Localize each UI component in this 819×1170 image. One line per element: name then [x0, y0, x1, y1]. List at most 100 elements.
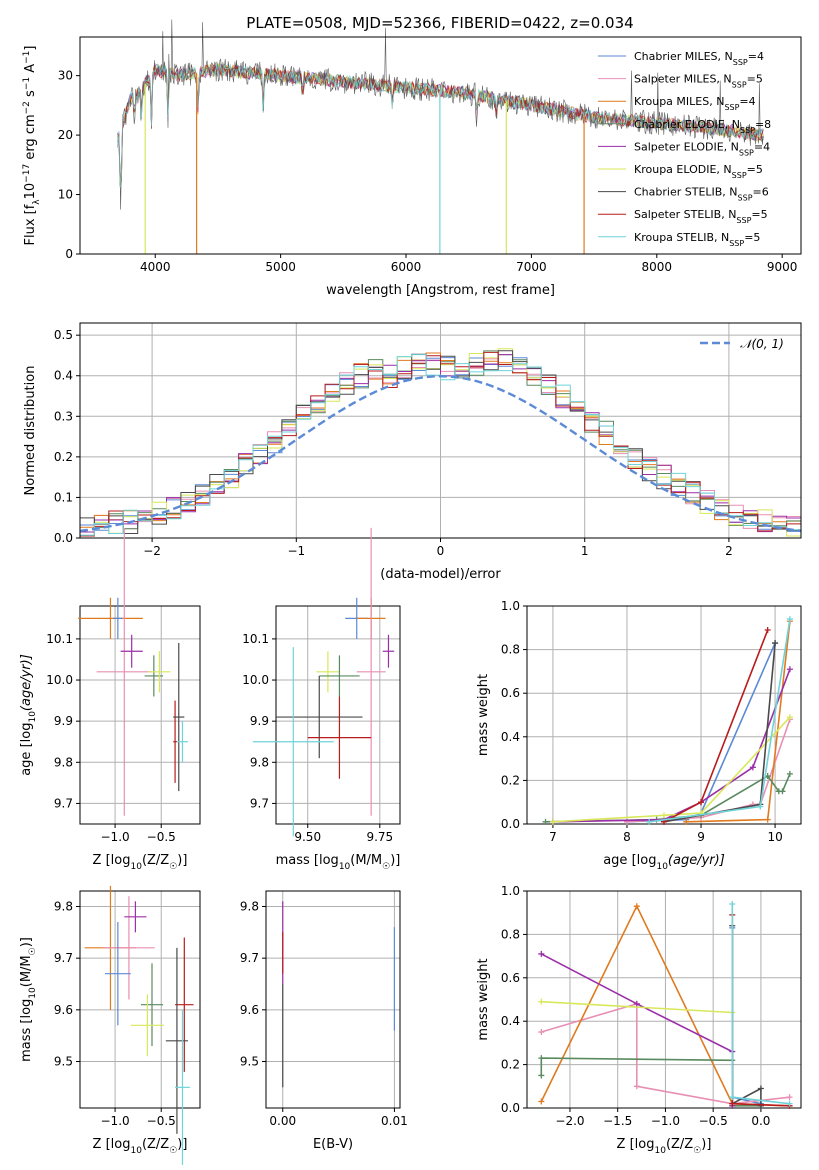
y-tick-label: 0.6: [501, 971, 520, 985]
x-tick-label: 0.0: [751, 1114, 770, 1128]
weight-marker-salpeter-elodie: [786, 666, 793, 673]
y-tick-label: 9.7: [54, 951, 73, 965]
plot-frame: [265, 890, 401, 1109]
weight-marker-chabrier-stelib: [757, 1102, 764, 1109]
weight-line-kroupa-elodie: [552, 716, 791, 823]
x-tick-label: −0.5: [147, 830, 176, 844]
legend-label-kroupa-elodie: Kroupa ELODIE, NSSP=5: [634, 163, 763, 180]
y-tick-label: 9.8: [54, 900, 73, 914]
y-tick-label: 0.1: [54, 490, 73, 504]
y-tick-label: 0.0: [54, 531, 73, 545]
residuals-panel: −2 −1 0 1 2 0.0 0.1 0.2 0.3 0.4 0.5 (data-model)/er…: [23, 322, 802, 582]
y-tick-label: 0.2: [54, 450, 73, 464]
y-tick-label: 0.8: [501, 643, 520, 657]
x-axis-label: E(B-V): [313, 1137, 353, 1152]
y-tick-label: 0.8: [501, 927, 520, 941]
y-axis-label: mass weight: [476, 674, 491, 756]
x-tick-label: −1: [287, 544, 305, 558]
y-tick-label: 0.0: [501, 817, 520, 831]
x-axis-label: wavelength [Angstrom, rest frame]: [326, 283, 555, 298]
weight-marker-kroupa-stelib: [786, 1100, 793, 1107]
weight-marker-kroupa-stelib: [729, 901, 736, 908]
weight-marker-chabrier-elodie: [786, 770, 793, 777]
weight-marker-chabrier-elodie: [779, 788, 786, 795]
mass-vs-z-panel: −1.0 −0.5 9.5 9.6 9.7 9.8 Z [log10(Z/Z☉)] mass …: [19, 885, 201, 1165]
x-axis-label: mass [log10(M/M☉)]: [276, 853, 401, 872]
legend-label-salpeter-miles: Salpeter MILES, NSSP=5: [634, 73, 763, 90]
plot-frame: [79, 605, 201, 825]
x-tick-label: 8: [623, 830, 631, 844]
legend-label-salpeter-elodie: Salpeter ELODIE, NSSP=4: [634, 140, 770, 157]
x-tick-label: 5000: [265, 260, 296, 274]
legend-label-chabrier-elodie: Chabrier ELODIE, NSSP=8: [634, 118, 771, 135]
y-tick-label: 20: [58, 128, 73, 142]
weight-marker-kroupa-stelib: [646, 818, 653, 825]
weight-marker-kroupa-miles: [683, 818, 690, 825]
panels-group: 4000 5000 6000 7000 8000 90000102030wavelengt…: [19, 19, 802, 1165]
x-tick-label: 4000: [140, 260, 171, 274]
y-tick-label: 0.2: [501, 1058, 520, 1072]
x-tick-label: 8000: [642, 260, 673, 274]
x-tick-label: 0.01: [381, 1114, 408, 1128]
weight-marker-chabrier-stelib: [772, 640, 779, 647]
x-tick-label: 10: [767, 830, 782, 844]
x-tick-label: −1.0: [101, 830, 130, 844]
weight-marker-salpeter-stelib: [698, 799, 705, 806]
y-tick-label: 9.7: [250, 796, 269, 810]
weight-marker-salpeter-miles: [538, 1029, 545, 1036]
weight-line-kroupa-elodie: [541, 1000, 733, 1014]
weight-marker-kroupa-elodie: [661, 812, 667, 819]
legend-label-salpeter-stelib: Salpeter STELIB, NSSP=5: [634, 208, 768, 225]
weight-line-chabrier-elodie: [540, 1057, 761, 1107]
x-axis-label: Z [log10(Z/Z☉)]: [93, 1137, 188, 1156]
y-tick-label: 9.9: [250, 714, 269, 728]
legend-label-kroupa-miles: Kroupa MILES, NSSP=4: [634, 95, 756, 112]
x-tick-label: 9.50: [294, 830, 321, 844]
x-tick-label: 7: [549, 830, 557, 844]
legend-label-kroupa-stelib: Kroupa STELIB, NSSP=5: [634, 231, 760, 248]
y-tick-label: 9.5: [240, 1055, 259, 1069]
mass-weight-vs-age-panel: 7 8 9 10 0.0 0.2 0.4 0.6 0.8 1.0 age [log10(age/yr…: [476, 599, 802, 872]
weight-marker-chabrier-elodie: [538, 1055, 545, 1062]
y-tick-label: 9.8: [240, 900, 259, 914]
weight-marker-salpeter-elodie: [633, 1000, 640, 1007]
weight-marker-kroupa-stelib: [757, 803, 764, 810]
y-tick-label: 0.3: [54, 409, 73, 423]
y-tick-label: 1.0: [501, 884, 520, 898]
weight-marker-salpeter-miles: [633, 1083, 640, 1090]
y-axis-label: mass [log10(M/M☉)]: [19, 937, 38, 1062]
y-tick-label: 0.6: [501, 686, 520, 700]
y-tick-label: 10: [58, 188, 73, 202]
weight-marker-kroupa-miles: [764, 816, 771, 823]
weight-marker-salpeter-miles: [786, 1094, 793, 1101]
weight-marker-kroupa-stelib: [729, 1094, 736, 1101]
x-tick-label: −1.0: [101, 1114, 130, 1128]
y-tick-label: 10.0: [242, 673, 269, 687]
y-tick-label: 9.5: [54, 1055, 73, 1069]
plot-frame: [79, 890, 201, 1109]
y-tick-label: 10.1: [242, 632, 269, 646]
weight-line-chabrier-miles: [731, 927, 762, 1105]
weight-marker-kroupa-miles: [633, 903, 640, 910]
x-tick-label: −2: [143, 544, 161, 558]
weight-marker-kroupa-elodie: [538, 998, 545, 1005]
y-tick-label: 0.4: [54, 369, 73, 383]
legend-label-chabrier-miles: Chabrier MILES, NSSP=4: [634, 50, 764, 67]
plot-frame: [79, 36, 802, 255]
weight-marker-salpeter-stelib: [764, 626, 771, 633]
y-tick-label: 0.2: [501, 773, 520, 787]
y-tick-label: 9.6: [240, 1003, 259, 1017]
y-tick-label: 0.5: [54, 328, 73, 342]
weight-marker-salpeter-stelib: [729, 1100, 736, 1107]
weight-marker-salpeter-elodie: [749, 764, 756, 771]
legend-label-chabrier-stelib: Chabrier STELIB, NSSP=6: [634, 186, 769, 203]
y-tick-label: 9.8: [54, 755, 73, 769]
x-tick-label: −0.5: [147, 1114, 176, 1128]
x-tick-label: 7000: [516, 260, 547, 274]
y-tick-label: 9.8: [250, 755, 269, 769]
x-tick-label: 9: [697, 830, 705, 844]
y-axis-label: Normed distribution: [23, 366, 38, 496]
histogram-salpeter-stelib: [80, 351, 801, 537]
age-vs-z-panel: −1.0 −0.5 9.7 9.8 9.9 10.0 10.1 Z [log10(Z/Z☉)]…: [19, 527, 201, 872]
